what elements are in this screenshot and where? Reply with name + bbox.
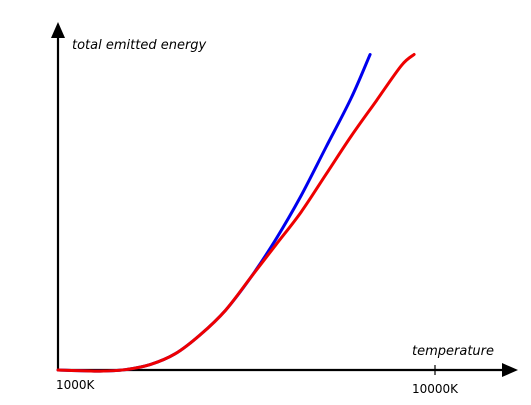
x-tick-label-1000k: 1000K (56, 378, 96, 392)
x-axis-arrowhead (502, 363, 518, 377)
series-line-red (56, 53, 416, 373)
x-axis-title: temperature (412, 344, 494, 359)
y-axis-arrowhead (51, 22, 65, 38)
x-tick-label-10000k: 10000K (412, 382, 459, 396)
y-axis-title: total emitted energy (72, 38, 207, 53)
